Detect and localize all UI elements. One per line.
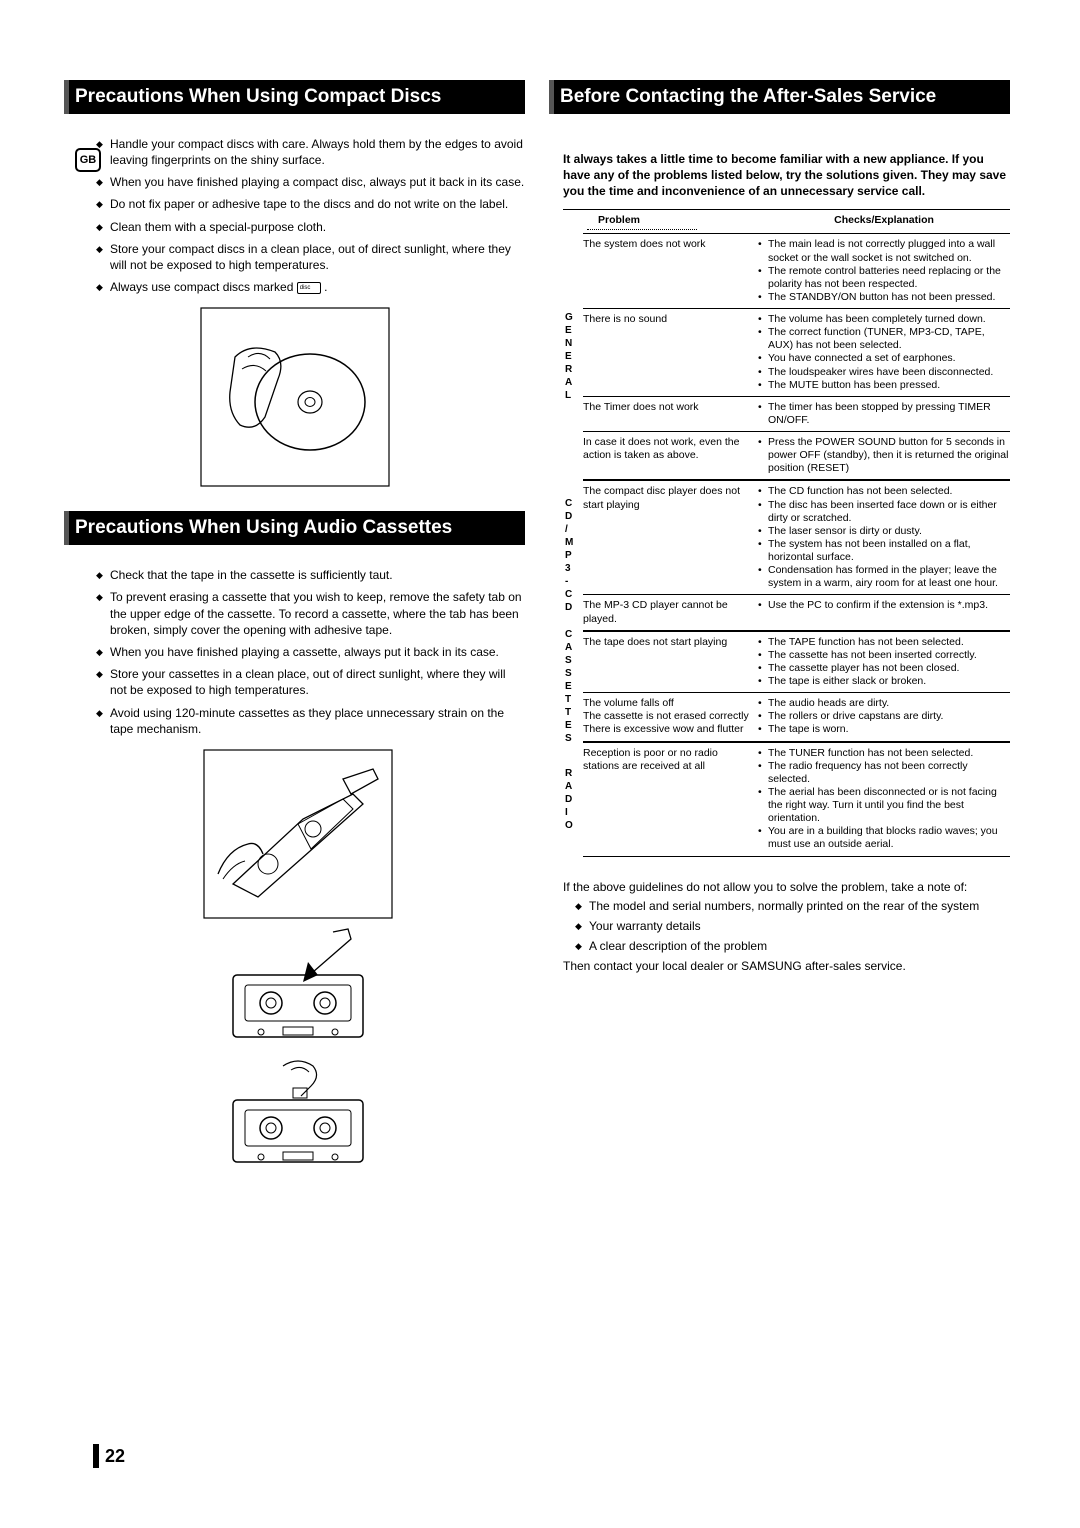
compact-disc-icon [297, 282, 321, 294]
cassette-figure-3 [213, 1058, 383, 1178]
footer-block: If the above guidelines do not allow you… [555, 879, 1010, 975]
group-label: CASSETTES [563, 631, 579, 742]
list-item: A clear description of the problem [589, 938, 1010, 955]
list-item: Always use compact discs marked . [110, 279, 525, 295]
table-row: The Timer does not workThe timer has bee… [583, 396, 1010, 431]
table-row: The compact disc player does not start p… [583, 480, 1010, 594]
left-column: Precautions When Using Compact Discs Han… [70, 80, 525, 1184]
checks-cell: The CD function has not been selected.Th… [758, 485, 1010, 590]
checks-cell: The TAPE function has not been selected.… [758, 636, 1010, 689]
cd-handling-figure [200, 307, 390, 487]
problem-cell: The compact disc player does not start p… [583, 485, 758, 590]
cassette-figure-2 [213, 927, 383, 1052]
table-group: RADIOReception is poor or no radio stati… [563, 742, 1010, 857]
list-item: Your warranty details [589, 918, 1010, 935]
problem-cell: Reception is poor or no radio stations a… [583, 747, 758, 852]
checks-cell: The timer has been stopped by pressing T… [758, 401, 1010, 427]
table-row: The tape does not start playingThe TAPE … [583, 631, 1010, 693]
page-number: 22 [93, 1446, 125, 1466]
list-item: When you have finished playing a cassett… [110, 644, 525, 660]
table-row: The volume falls offThe cassette is not … [583, 692, 1010, 740]
problem-cell: The system does not work [583, 238, 758, 304]
right-column: Before Contacting the After-Sales Servic… [555, 80, 1010, 1184]
problem-cell: The tape does not start playing [583, 636, 758, 689]
col-head-problem: Problem [563, 214, 758, 226]
table-row: The system does not workThe main lead is… [583, 233, 1010, 308]
table-row: The MP-3 CD player cannot be played.Use … [583, 594, 1010, 629]
list-item: Clean them with a special-purpose cloth. [110, 219, 525, 235]
footer-line-2: Then contact your local dealer or SAMSUN… [563, 958, 1010, 975]
checks-cell: The audio heads are dirty.The rollers or… [758, 697, 1010, 736]
list-item: Avoid using 120-minute cassettes as they… [110, 705, 525, 737]
list-item: Store your cassettes in a clean place, o… [110, 666, 525, 698]
table-row: Reception is poor or no radio stations a… [583, 742, 1010, 856]
list-item: Store your compact discs in a clean plac… [110, 241, 525, 273]
list-item: Do not fix paper or adhesive tape to the… [110, 196, 525, 212]
troubleshoot-table: Problem Checks/Explanation GENERALThe sy… [555, 209, 1010, 856]
checks-cell: The volume has been completely turned do… [758, 313, 1010, 392]
checks-cell: The main lead is not correctly plugged i… [758, 238, 1010, 304]
table-group: CD/MP3-CDThe compact disc player does no… [563, 480, 1010, 630]
group-label: RADIO [563, 742, 579, 857]
cassette-precautions-list: Check that the tape in the cassette is s… [70, 567, 525, 737]
checks-cell: Press the POWER SOUND button for 5 secon… [758, 436, 1010, 475]
section-title-cassette: Precautions When Using Audio Cassettes [64, 511, 525, 545]
intro-text: It always takes a little time to become … [555, 136, 1010, 210]
table-header: Problem Checks/Explanation [563, 209, 1010, 226]
language-badge: GB [75, 148, 101, 172]
footer-bullets: The model and serial numbers, normally p… [563, 898, 1010, 954]
problem-cell: The MP-3 CD player cannot be played. [583, 599, 758, 625]
section-title-cd: Precautions When Using Compact Discs [64, 80, 525, 114]
table-group: CASSETTESThe tape does not start playing… [563, 631, 1010, 742]
section-title-service: Before Contacting the After-Sales Servic… [549, 80, 1010, 114]
checks-cell: The TUNER function has not been selected… [758, 747, 1010, 852]
list-item: Check that the tape in the cassette is s… [110, 567, 525, 583]
page-body: Precautions When Using Compact Discs Han… [70, 80, 1010, 1184]
group-label: GENERAL [563, 233, 579, 480]
list-item: To prevent erasing a cassette that you w… [110, 589, 525, 638]
list-item: When you have finished playing a compact… [110, 174, 525, 190]
cassette-figure-1 [203, 749, 393, 919]
problem-cell: In case it does not work, even the actio… [583, 436, 758, 475]
list-item: Handle your compact discs with care. Alw… [110, 136, 525, 168]
group-label: CD/MP3-CD [563, 480, 579, 630]
problem-cell: There is no sound [583, 313, 758, 392]
problem-cell: The Timer does not work [583, 401, 758, 427]
footer-line-1: If the above guidelines do not allow you… [563, 879, 1010, 896]
table-row: In case it does not work, even the actio… [583, 431, 1010, 479]
checks-cell: Use the PC to confirm if the extension i… [758, 599, 1010, 625]
col-head-checks: Checks/Explanation [758, 214, 1010, 226]
table-group: GENERALThe system does not workThe main … [563, 233, 1010, 480]
problem-cell: The volume falls offThe cassette is not … [583, 697, 758, 736]
cd-precautions-list: Handle your compact discs with care. Alw… [70, 136, 525, 296]
list-item: The model and serial numbers, normally p… [589, 898, 1010, 915]
table-row: There is no soundThe volume has been com… [583, 308, 1010, 396]
